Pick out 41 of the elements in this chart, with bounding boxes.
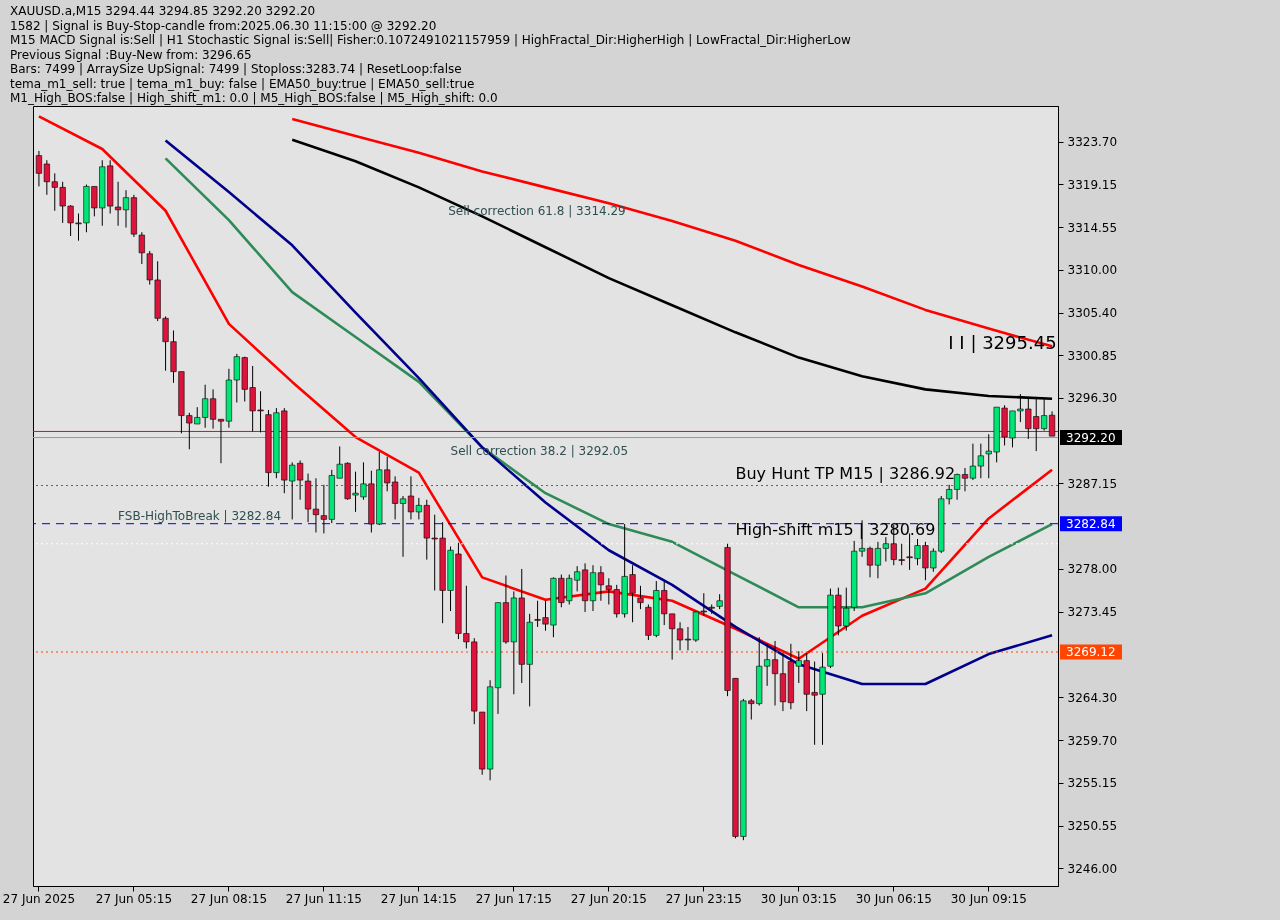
text: 3292.20	[1066, 430, 1116, 445]
y-tick-label: 3319.15	[1067, 177, 1118, 192]
x-tick-label: 27 Jun 23:15	[665, 891, 742, 906]
y-tick-label: 3273.45	[1067, 605, 1118, 619]
y-tick-label: 3323.70	[1067, 135, 1118, 150]
x-tick-label: 27 Jun 20:15	[570, 891, 647, 906]
y-tick-label: 3296.30	[1067, 391, 1118, 406]
chart-title: XAUUSD.a,M15 3294.44 3294.85 3292.20 3292.20	[10, 4, 317, 19]
ref-line-label: FSB-HighToBreak | 3282.84	[118, 508, 282, 523]
y-tick-label: 3300.85	[1067, 348, 1118, 363]
text: 3282.84	[1066, 516, 1116, 531]
text: tema_m1_sell: true | tema_m1_buy: false | EMA50_buy:true | EMA50_sell:true	[10, 76, 476, 91]
candlestick	[312, 477, 320, 533]
x-tick-label: 27 Jun 11:15	[285, 891, 362, 906]
y-tick-label: 3287.15	[1067, 476, 1118, 491]
y-tick-label: 3259.70	[1067, 733, 1118, 748]
x-tick-label: 27 Jun 2025	[2, 891, 76, 906]
x-tick-label: 30 Jun 09:15	[950, 891, 1027, 906]
text: 3269.12	[1066, 645, 1116, 659]
x-tick-label: 30 Jun 03:15	[760, 891, 837, 906]
y-tick-label: 3314.55	[1067, 220, 1118, 235]
y-tick-label: 3255.15	[1067, 776, 1118, 791]
y-tick-label: 3278.00	[1067, 562, 1118, 577]
text: M15 MACD Signal is:Sell | H1 Stochastic Signal is:Sell| Fisher:0.1072491021157959 | HighFractal_Dir:HigherHigh | LowFractal_Dir:HigherLow	[10, 33, 851, 48]
text: 1582 | Signal is Buy-Stop-candle from:2025.06.30 11:15:00 @ 3292.20	[10, 18, 438, 33]
ref-line-label: Buy Hunt TP M15 | 3286.92	[735, 463, 956, 483]
text: Previous Signal :Buy-New from: 3296.65	[10, 47, 253, 62]
x-tick-label: 27 Jun 14:15	[380, 891, 457, 906]
y-tick-label: 3310.00	[1067, 263, 1118, 278]
x-tick-label: 27 Jun 08:15	[190, 891, 268, 906]
x-tick-label: 30 Jun 06:15	[855, 891, 932, 906]
x-tick-label: 27 Jun 05:15	[95, 891, 173, 906]
y-tick-label: 3246.00	[1067, 861, 1118, 876]
text: Bars: 7499 | ArraySize UpSignal: 7499 | Stoploss:3283.74 | ResetLoop:false	[10, 62, 463, 77]
text: M1_High_BOS:false | High_shift_m1: 0.0 | M5_High_BOS:false | M5_High_shift: 0.0	[10, 91, 499, 106]
y-tick-label: 3250.55	[1067, 819, 1118, 834]
y-tick-label: 3305.40	[1067, 306, 1118, 321]
annotation: Sell correction 61.8 | 3314.29	[448, 204, 626, 219]
candlestick	[637, 585, 644, 610]
y-tick-label: 3264.30	[1067, 690, 1118, 705]
x-tick-label: 27 Jun 17:15	[475, 891, 552, 906]
